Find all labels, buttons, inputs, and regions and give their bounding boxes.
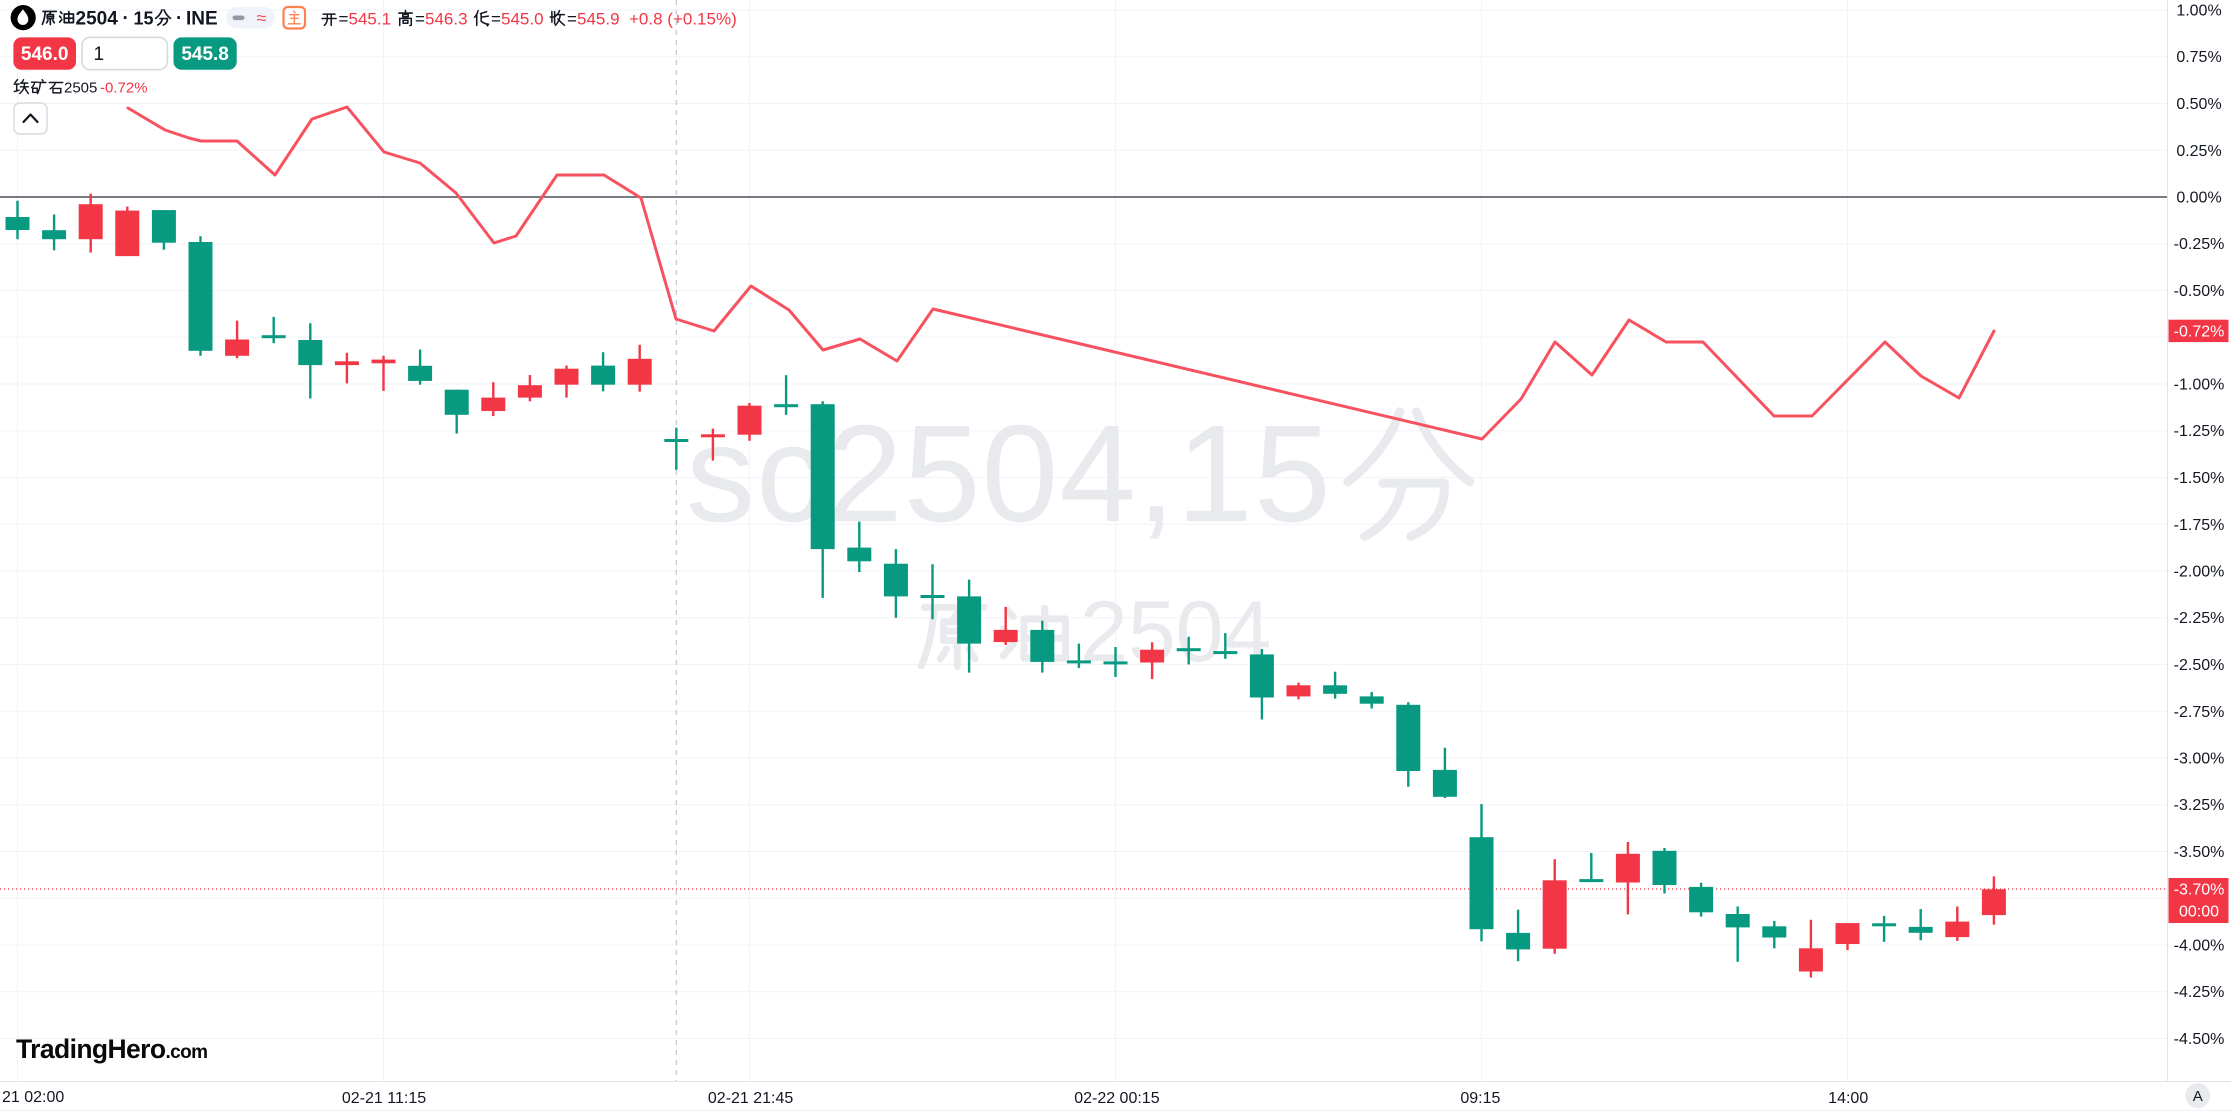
svg-text:-4.50%: -4.50% bbox=[2174, 1031, 2225, 1048]
svg-text:0.75%: 0.75% bbox=[2176, 49, 2221, 66]
svg-text:-2.25%: -2.25% bbox=[2174, 610, 2225, 627]
svg-text:1: 1 bbox=[94, 44, 105, 65]
svg-text:-0.50%: -0.50% bbox=[2174, 283, 2225, 300]
svg-text:545.0: 545.0 bbox=[501, 10, 544, 29]
svg-text:545.1: 545.1 bbox=[349, 10, 392, 29]
svg-text:02-22 00:15: 02-22 00:15 bbox=[1074, 1090, 1160, 1107]
svg-text:INE: INE bbox=[186, 9, 218, 30]
svg-text:0.00%: 0.00% bbox=[2176, 190, 2221, 207]
svg-text:·: · bbox=[176, 8, 182, 29]
svg-text:=: = bbox=[491, 10, 501, 29]
svg-text:-1.25%: -1.25% bbox=[2174, 423, 2225, 440]
svg-text:·: · bbox=[123, 8, 129, 29]
svg-text:A: A bbox=[2193, 1088, 2203, 1105]
svg-text:-4.00%: -4.00% bbox=[2174, 938, 2225, 955]
svg-text:≈: ≈ bbox=[257, 8, 267, 28]
svg-text:=: = bbox=[415, 10, 425, 29]
svg-text:+0.8 (+0.15%): +0.8 (+0.15%) bbox=[629, 10, 737, 29]
svg-text:-0.25%: -0.25% bbox=[2174, 236, 2225, 253]
svg-text:546.3: 546.3 bbox=[425, 10, 468, 29]
svg-text:=: = bbox=[567, 10, 577, 29]
svg-text:-2.00%: -2.00% bbox=[2174, 564, 2225, 581]
svg-text:-3.00%: -3.00% bbox=[2174, 751, 2225, 768]
svg-text:546.0: 546.0 bbox=[21, 44, 69, 65]
svg-text:09:15: 09:15 bbox=[1460, 1090, 1500, 1107]
svg-text:-1.75%: -1.75% bbox=[2174, 517, 2225, 534]
svg-text:15: 15 bbox=[134, 9, 154, 29]
svg-text:-3.50%: -3.50% bbox=[2174, 844, 2225, 861]
svg-text:02-21 11:15: 02-21 11:15 bbox=[342, 1090, 426, 1107]
svg-text:545.8: 545.8 bbox=[181, 44, 229, 65]
svg-text:sc2504,15: sc2504,15 bbox=[686, 397, 1332, 551]
svg-text:2504: 2504 bbox=[76, 9, 119, 30]
svg-text:02-21 21:45: 02-21 21:45 bbox=[708, 1090, 794, 1107]
svg-text:1.00%: 1.00% bbox=[2176, 3, 2221, 20]
svg-text:14:00: 14:00 bbox=[1828, 1090, 1868, 1107]
svg-text:545.9: 545.9 bbox=[577, 10, 620, 29]
svg-text:=: = bbox=[339, 10, 349, 29]
svg-text:-1.50%: -1.50% bbox=[2174, 470, 2225, 487]
svg-text:0.50%: 0.50% bbox=[2176, 96, 2221, 113]
svg-text:-0.72%: -0.72% bbox=[100, 80, 148, 97]
svg-text:2505: 2505 bbox=[64, 80, 97, 97]
svg-text:-2.50%: -2.50% bbox=[2174, 657, 2225, 674]
svg-text:2504: 2504 bbox=[1080, 584, 1271, 680]
svg-text:-3.25%: -3.25% bbox=[2174, 797, 2225, 814]
svg-text:21 02:00: 21 02:00 bbox=[2, 1089, 64, 1106]
svg-text:-3.70%: -3.70% bbox=[2174, 882, 2225, 899]
svg-text:-2.75%: -2.75% bbox=[2174, 704, 2225, 721]
svg-text:-4.25%: -4.25% bbox=[2174, 984, 2225, 1001]
svg-text:-0.72%: -0.72% bbox=[2174, 324, 2225, 341]
svg-text:00:00: 00:00 bbox=[2179, 904, 2219, 921]
svg-text:-1.00%: -1.00% bbox=[2174, 377, 2225, 394]
svg-text:0.25%: 0.25% bbox=[2176, 143, 2221, 160]
